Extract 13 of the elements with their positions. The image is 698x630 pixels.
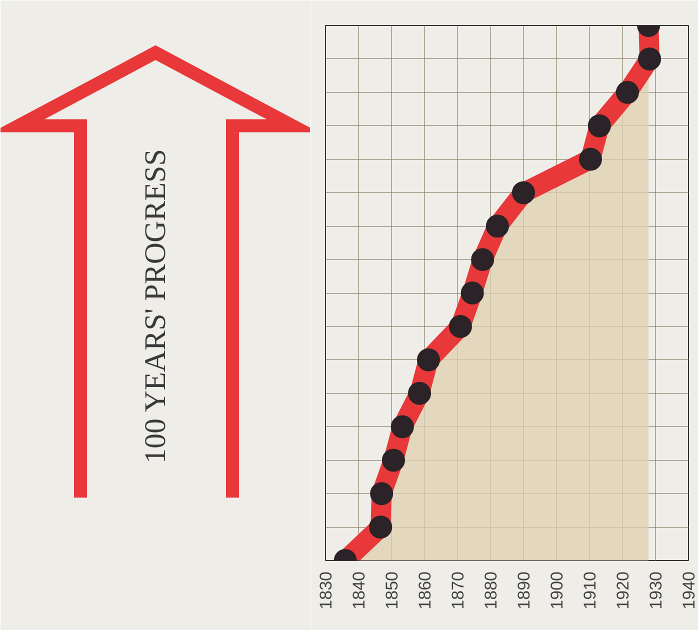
x-tick-label: 1910 [580,571,600,610]
x-tick-label: 1880 [482,571,500,610]
x-tick-label: 1920 [614,571,632,610]
x-tick-label: 1860 [416,571,434,610]
x-tick-label: 1940 [680,571,698,610]
x-tick-label: 1840 [350,571,368,610]
text: 100 YEARS' PROGRESS [139,149,172,464]
x-tick-label: 1930 [646,571,666,610]
x-tick-label: 1900 [548,571,566,610]
x-tick-label: 1850 [382,571,402,610]
x-tick-label: 1830 [316,571,336,610]
x-tick-label: 1890 [514,571,534,610]
x-tick-label: 1870 [448,571,468,610]
